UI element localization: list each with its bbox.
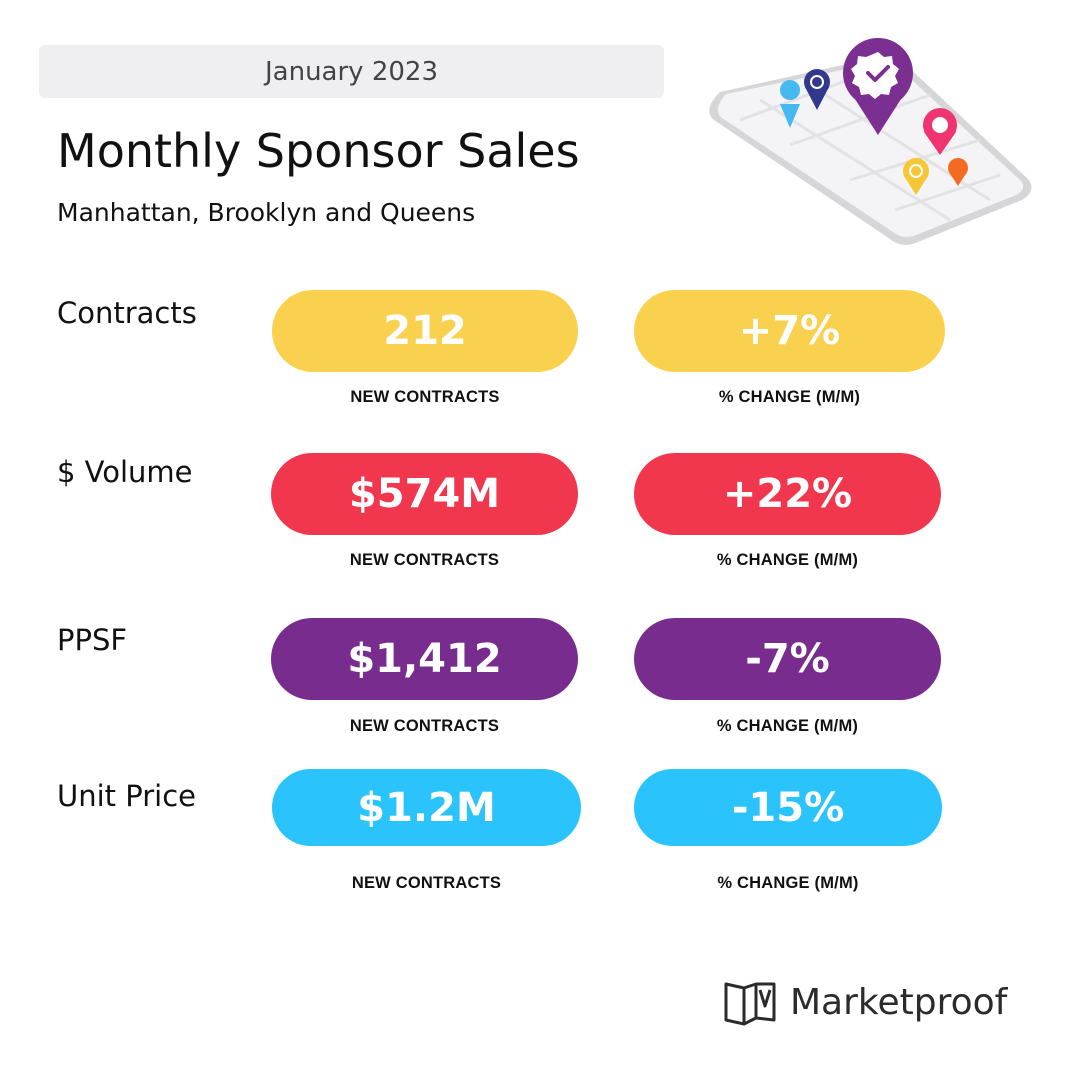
date-banner: January 2023	[39, 45, 664, 98]
unit-price-value-caption: NEW CONTRACTS	[351, 874, 502, 892]
volume-value: $574M	[348, 471, 501, 517]
ppsf-change-pill: -7%	[634, 618, 941, 700]
page-title: Monthly Sponsor Sales	[57, 124, 580, 178]
volume-change-pill: +22%	[634, 453, 941, 535]
contracts-value-caption: NEW CONTRACTS	[350, 388, 500, 406]
volume-change-caption: % CHANGE (M/M)	[716, 551, 859, 569]
report-date: January 2023	[265, 56, 438, 87]
unit-price-change-pill: -15%	[634, 769, 942, 846]
brand-name: Marketproof	[790, 982, 1008, 1023]
volume-value-caption: NEW CONTRACTS	[349, 551, 500, 569]
unit-price-change-caption: % CHANGE (M/M)	[717, 874, 859, 892]
marketproof-mark-icon	[724, 982, 776, 1025]
ppsf-value-pill: $1,412	[271, 618, 578, 700]
contracts-change: +7%	[738, 308, 841, 354]
volume-change: +22%	[722, 471, 853, 517]
metric-label-volume: $ Volume	[57, 455, 193, 489]
unit-price-value-pill: $1.2M	[272, 769, 581, 846]
unit-price-value: $1.2M	[357, 784, 496, 831]
contracts-value-pill: 212	[272, 290, 578, 372]
ppsf-value: $1,412	[347, 636, 502, 682]
volume-value-pill: $574M	[271, 453, 578, 535]
ppsf-value-caption: NEW CONTRACTS	[349, 717, 500, 735]
page-subtitle: Manhattan, Brooklyn and Queens	[57, 198, 476, 227]
contracts-change-caption: % CHANGE (M/M)	[718, 388, 861, 406]
marketproof-logo: Marketproof	[722, 975, 1032, 1030]
ppsf-change: -7%	[745, 636, 830, 682]
phone-map-pins-icon	[709, 38, 1032, 245]
metric-label-unit-price: Unit Price	[57, 779, 196, 813]
metric-label-contracts: Contracts	[57, 296, 197, 330]
contracts-value: 212	[383, 308, 467, 354]
contracts-change-pill: +7%	[634, 290, 945, 372]
metric-label-ppsf: PPSF	[57, 623, 128, 657]
ppsf-change-caption: % CHANGE (M/M)	[716, 717, 859, 735]
unit-price-change: -15%	[731, 784, 845, 831]
